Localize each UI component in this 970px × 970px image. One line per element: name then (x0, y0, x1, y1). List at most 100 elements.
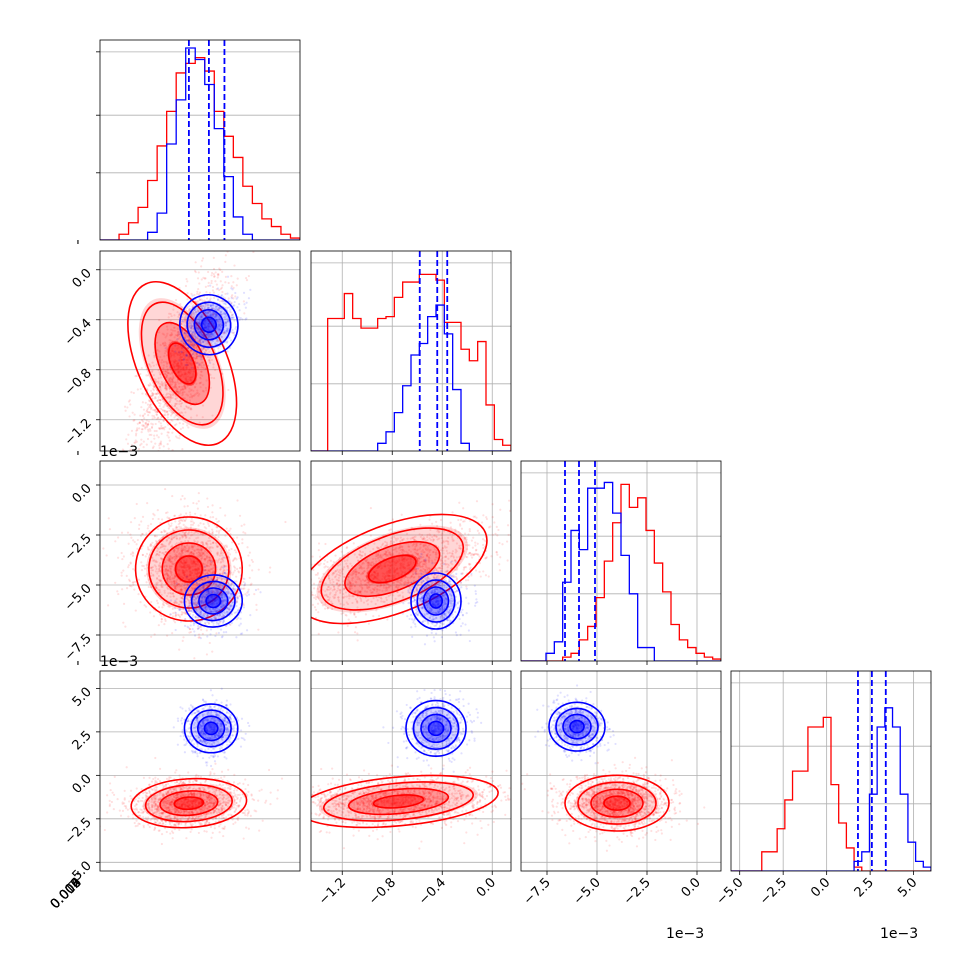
red-sample-point (187, 325, 190, 328)
red-sample-point (177, 372, 181, 375)
red-sample-point (174, 351, 177, 355)
red-sample-point (201, 361, 204, 364)
red-sample-point (212, 296, 216, 300)
red-sample-point (143, 567, 147, 570)
red-sample-point (188, 357, 191, 361)
red-sample-point (170, 371, 174, 374)
red-sample-point (185, 575, 189, 578)
red-sample-point (167, 436, 170, 439)
red-sample-point (155, 554, 158, 557)
red-sample-point (158, 319, 161, 322)
red-sample-point (431, 522, 434, 525)
blue-sample-point (208, 318, 211, 321)
red-sample-point (145, 532, 148, 535)
red-sample-point (201, 259, 204, 262)
red-sample-point (171, 340, 174, 344)
red-sample-point (160, 470, 162, 472)
red-sample-point (170, 349, 173, 352)
blue-sample-point (196, 361, 199, 365)
red-sample-point (193, 386, 197, 389)
blue-sample-point (224, 317, 227, 320)
red-sample-point (190, 376, 194, 379)
red-sample-point (233, 566, 237, 569)
blue-sample-point (210, 304, 213, 307)
blue-sample-point (245, 594, 249, 597)
red-sample-point (171, 431, 174, 434)
red-sample-point (177, 362, 180, 365)
red-sample-point (204, 514, 207, 517)
red-sample-point (152, 384, 155, 387)
red-sample-point (169, 368, 172, 371)
red-sample-point (243, 583, 247, 587)
red-sample-point (170, 583, 173, 586)
red-sample-point (189, 520, 193, 523)
red-sample-point (181, 387, 184, 391)
red-sample-point (176, 353, 179, 357)
red-sample-point (182, 373, 185, 376)
blue-sample-point (184, 363, 187, 367)
red-sample-point (232, 571, 235, 574)
red-sample-point (170, 333, 173, 336)
blue-sample-point (209, 318, 212, 321)
red-sample-point (178, 313, 181, 316)
red-sample-point (173, 360, 177, 363)
red-contour (127, 280, 238, 447)
red-sample-point (188, 578, 191, 582)
red-sample-point (184, 356, 187, 359)
red-sample-point (178, 373, 181, 377)
red-sample-point (156, 560, 159, 564)
red-sample-point (228, 553, 232, 556)
red-sample-point (183, 371, 186, 374)
red-sample-point (183, 373, 186, 376)
blue-sample-point (243, 584, 246, 587)
red-sample-point (195, 392, 198, 395)
blue-sample-point (206, 340, 209, 344)
red-sample-point (177, 361, 180, 364)
panel-0-0 (77, 39, 301, 244)
red-sample-point (197, 321, 200, 325)
red-sample-point (190, 344, 193, 347)
red-sample-point (187, 584, 190, 587)
red-sample-point (218, 558, 221, 561)
red-sample-point (212, 541, 215, 544)
red-sample-point (175, 368, 178, 372)
red-sample-point (252, 251, 255, 254)
blue-sample-point (204, 321, 207, 324)
red-sample-point (193, 657, 196, 660)
blue-contour (193, 308, 225, 341)
red-sample-point (168, 559, 171, 562)
red-sample-point (140, 561, 143, 564)
red-sample-point (200, 628, 203, 631)
red-sample-point (167, 527, 170, 530)
red-sample-point (176, 379, 180, 382)
red-sample-point (192, 559, 195, 563)
red-sample-point (212, 248, 214, 250)
red-sample-point (127, 468, 129, 470)
red-sample-point (187, 356, 190, 359)
red-sample-point (135, 485, 137, 487)
red-sample-point (153, 514, 156, 517)
red-sample-point (158, 404, 161, 408)
red-sample-point (171, 419, 174, 422)
blue-sample-point (208, 329, 211, 332)
red-sample-point (146, 546, 150, 549)
red-sample-point (244, 276, 248, 280)
blue-sample-point (226, 327, 229, 330)
red-sample-point (184, 350, 187, 353)
blue-sample-point (197, 322, 200, 326)
red-sample-point (207, 329, 211, 332)
red-sample-point (180, 362, 183, 365)
red-sample-point (115, 511, 117, 513)
red-sample-point (173, 559, 177, 562)
red-sample-point (188, 595, 191, 598)
red-sample-point (227, 281, 230, 285)
red-sample-point (114, 540, 117, 543)
red-sample-point (211, 530, 214, 533)
red-sample-point (191, 565, 195, 568)
red-sample-point (180, 328, 183, 331)
red-sample-point (167, 396, 170, 399)
blue-sample-point (214, 315, 217, 318)
red-sample-point (166, 558, 169, 562)
red-sample-point (171, 363, 174, 366)
blue-sample-point (178, 359, 181, 362)
